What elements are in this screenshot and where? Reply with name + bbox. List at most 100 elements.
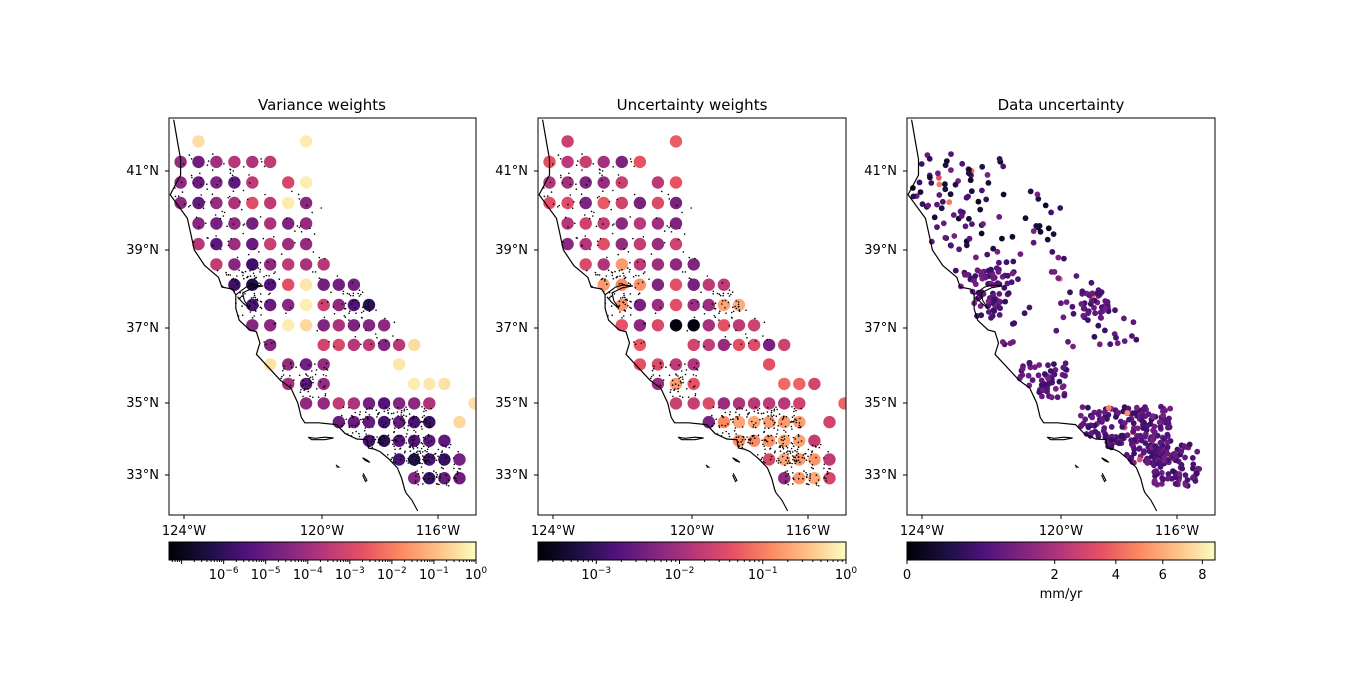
grid-weight-marker xyxy=(762,415,776,429)
station-uncertainty-dot xyxy=(1160,408,1166,415)
station-marker xyxy=(757,434,760,437)
station-uncertainty-dot xyxy=(1045,362,1051,369)
grid-weight-marker xyxy=(747,434,761,447)
station-uncertainty-dot xyxy=(988,314,994,321)
station-marker xyxy=(654,312,657,315)
station-uncertainty-dot xyxy=(1092,310,1098,317)
station-marker xyxy=(736,416,739,418)
station-marker xyxy=(780,423,783,425)
station-uncertainty-dot xyxy=(1108,424,1115,430)
grid-weight-marker xyxy=(732,338,746,352)
station-marker xyxy=(637,275,640,277)
station-marker xyxy=(569,177,571,179)
station-marker xyxy=(626,298,628,301)
station-uncertainty-dot xyxy=(962,271,968,278)
grid-weight-marker xyxy=(669,176,683,189)
station-marker xyxy=(326,369,329,371)
station-uncertainty-dot xyxy=(927,174,933,181)
station-marker xyxy=(644,271,646,273)
colorbar: 10−3 10−2 10−1 100 xyxy=(537,541,857,583)
station-marker xyxy=(684,373,687,376)
station-marker xyxy=(782,446,784,449)
station-marker xyxy=(387,412,390,414)
station-marker xyxy=(453,467,455,470)
station-uncertainty-dot xyxy=(1009,233,1016,240)
station-marker xyxy=(414,471,417,473)
station-marker xyxy=(427,446,430,449)
station-marker xyxy=(781,455,784,458)
station-uncertainty-dot xyxy=(1136,456,1143,463)
station-marker xyxy=(260,158,262,160)
station-marker xyxy=(402,414,405,417)
station-marker xyxy=(780,461,782,464)
station-uncertainty-dot xyxy=(1138,417,1145,424)
station-marker xyxy=(811,451,813,454)
station-marker xyxy=(575,237,578,239)
station-uncertainty-dot xyxy=(966,235,973,242)
station-marker xyxy=(677,238,680,241)
station-marker xyxy=(435,483,438,485)
colorbar-tick-label: 10−3 xyxy=(335,566,365,583)
station-uncertainty-dot xyxy=(975,198,982,205)
station-uncertainty-dot xyxy=(1070,310,1077,317)
grid-weight-marker xyxy=(793,453,806,466)
station-marker xyxy=(368,310,371,313)
station-marker xyxy=(351,300,354,302)
grid-weight-marker xyxy=(174,196,187,210)
y-tick-label: 41°N xyxy=(126,164,159,179)
station-uncertainty-dot xyxy=(1142,440,1149,446)
station-marker xyxy=(784,482,787,484)
station-marker xyxy=(747,342,750,345)
station-marker xyxy=(618,182,621,184)
station-marker xyxy=(289,374,291,377)
station-uncertainty-dot xyxy=(1159,481,1165,487)
station-marker xyxy=(811,444,814,447)
station-uncertainty-dot xyxy=(1096,341,1103,348)
station-marker xyxy=(358,289,361,292)
grid-weight-marker xyxy=(808,472,821,485)
station-marker xyxy=(602,190,604,192)
station-marker xyxy=(754,406,757,409)
island-outline xyxy=(1046,436,1073,441)
station-marker xyxy=(268,282,270,285)
station-marker xyxy=(305,373,307,375)
station-marker xyxy=(789,452,792,454)
station-marker xyxy=(766,411,769,413)
station-marker xyxy=(428,422,431,424)
station-marker xyxy=(803,457,806,460)
station-marker xyxy=(402,419,404,422)
station-marker xyxy=(741,439,744,441)
station-marker xyxy=(328,341,330,343)
station-uncertainty-dot xyxy=(1129,410,1136,417)
station-marker xyxy=(581,169,583,171)
station-marker xyxy=(289,306,292,309)
station-marker xyxy=(764,461,766,464)
station-uncertainty-dot xyxy=(1030,228,1037,235)
station-uncertainty-dot xyxy=(1131,450,1137,457)
station-marker xyxy=(232,277,235,280)
station-marker xyxy=(673,389,675,392)
station-uncertainty-dot xyxy=(990,307,997,314)
station-marker xyxy=(423,414,426,417)
station-marker xyxy=(817,479,820,481)
station-marker xyxy=(286,217,288,219)
station-marker xyxy=(251,268,254,271)
station-marker xyxy=(799,461,801,464)
station-marker xyxy=(703,345,705,348)
station-marker xyxy=(798,473,801,475)
station-marker xyxy=(665,366,667,369)
grid-weight-marker xyxy=(377,415,391,429)
station-marker xyxy=(412,442,414,445)
station-marker xyxy=(670,231,673,233)
station-marker xyxy=(303,389,306,392)
station-marker xyxy=(360,343,362,346)
station-marker xyxy=(595,225,598,228)
station-marker xyxy=(629,300,631,303)
station-marker xyxy=(681,396,684,399)
grid-weight-marker xyxy=(332,397,345,410)
station-uncertainty-dot xyxy=(1047,368,1054,374)
station-marker xyxy=(413,429,415,432)
station-uncertainty-dot xyxy=(1142,433,1148,440)
station-marker xyxy=(559,174,562,177)
station-marker xyxy=(264,287,267,289)
